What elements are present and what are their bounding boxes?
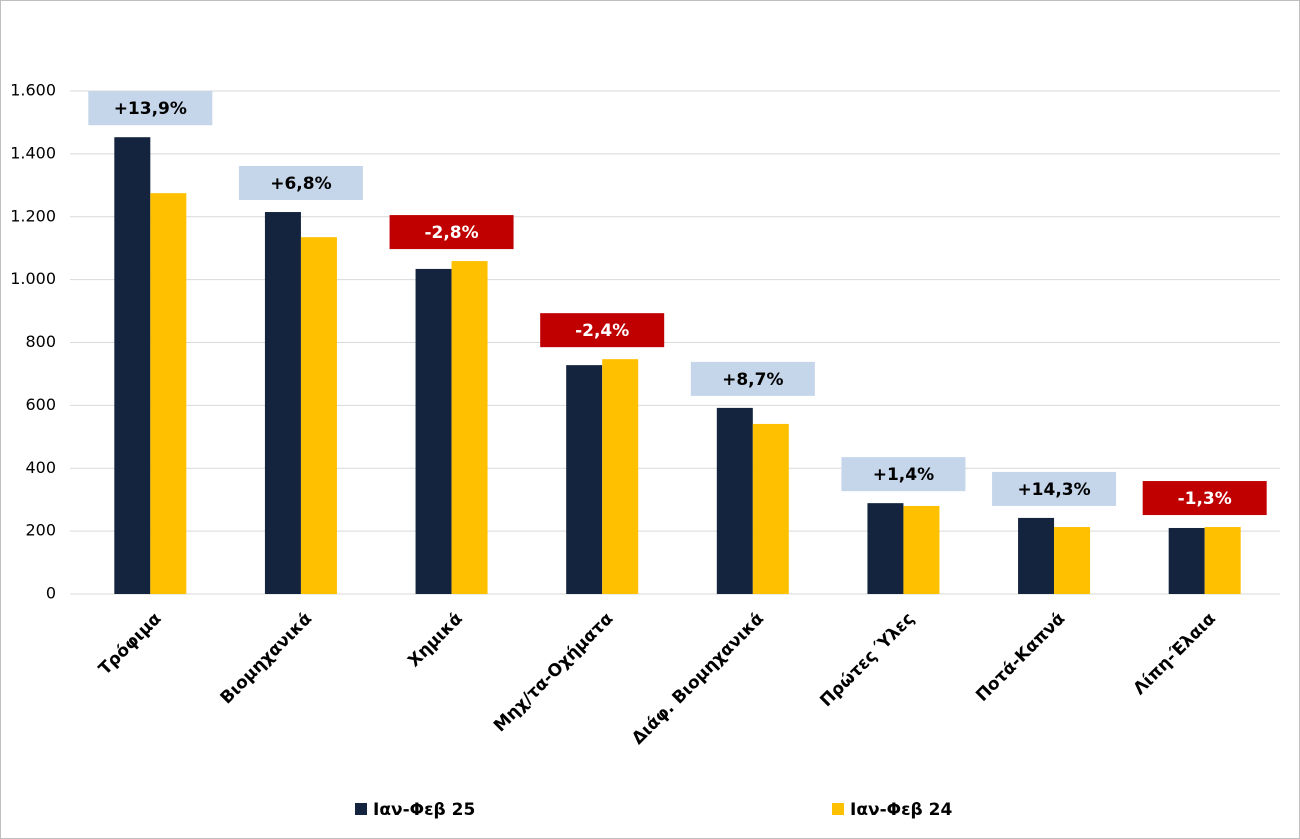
bar <box>451 261 488 594</box>
annotation-box <box>1142 481 1267 516</box>
annotation-box <box>690 361 815 396</box>
annotation: +6,8% <box>270 174 331 194</box>
annotation-box <box>540 313 665 348</box>
bar <box>1054 527 1091 594</box>
y-tick-label: 0 <box>46 584 56 603</box>
annotation: +14,3% <box>1017 480 1090 500</box>
y-tick-label: 200 <box>25 521 56 540</box>
bar <box>903 505 940 594</box>
bar <box>114 137 151 594</box>
bar <box>1168 527 1205 594</box>
bar <box>566 365 603 594</box>
annotation-box <box>389 215 514 250</box>
bar <box>752 423 789 594</box>
annotation: +8,7% <box>722 370 783 390</box>
annotation: -1,3% <box>1178 489 1232 509</box>
y-tick-label: 400 <box>25 458 56 477</box>
y-tick-label: 1.200 <box>10 206 56 225</box>
bar <box>1018 517 1055 594</box>
annotation-box <box>88 91 213 126</box>
annotation-box <box>238 166 363 201</box>
legend-swatch <box>832 803 844 815</box>
bar <box>867 503 904 594</box>
legend-label: Ιαν-Φεβ 25 <box>373 800 475 820</box>
bar <box>602 359 639 594</box>
bar <box>300 237 337 594</box>
annotation: +13,9% <box>114 99 187 119</box>
bar <box>415 268 452 594</box>
y-tick-label: 800 <box>25 332 56 351</box>
legend-swatch <box>355 803 367 815</box>
bar <box>150 193 187 594</box>
bar <box>1204 527 1241 594</box>
annotation: +1,4% <box>873 465 934 485</box>
y-tick-label: 600 <box>25 395 56 414</box>
annotation: -2,4% <box>575 321 629 341</box>
bar <box>264 212 301 595</box>
annotation: -2,8% <box>424 223 478 243</box>
annotation-box <box>992 471 1117 506</box>
legend-label: Ιαν-Φεβ 24 <box>850 800 952 820</box>
annotation-box <box>841 457 966 492</box>
bar <box>716 407 753 594</box>
y-tick-label: 1.600 <box>10 81 56 100</box>
y-tick-label: 1.400 <box>10 143 56 162</box>
y-tick-label: 1.000 <box>10 269 56 288</box>
